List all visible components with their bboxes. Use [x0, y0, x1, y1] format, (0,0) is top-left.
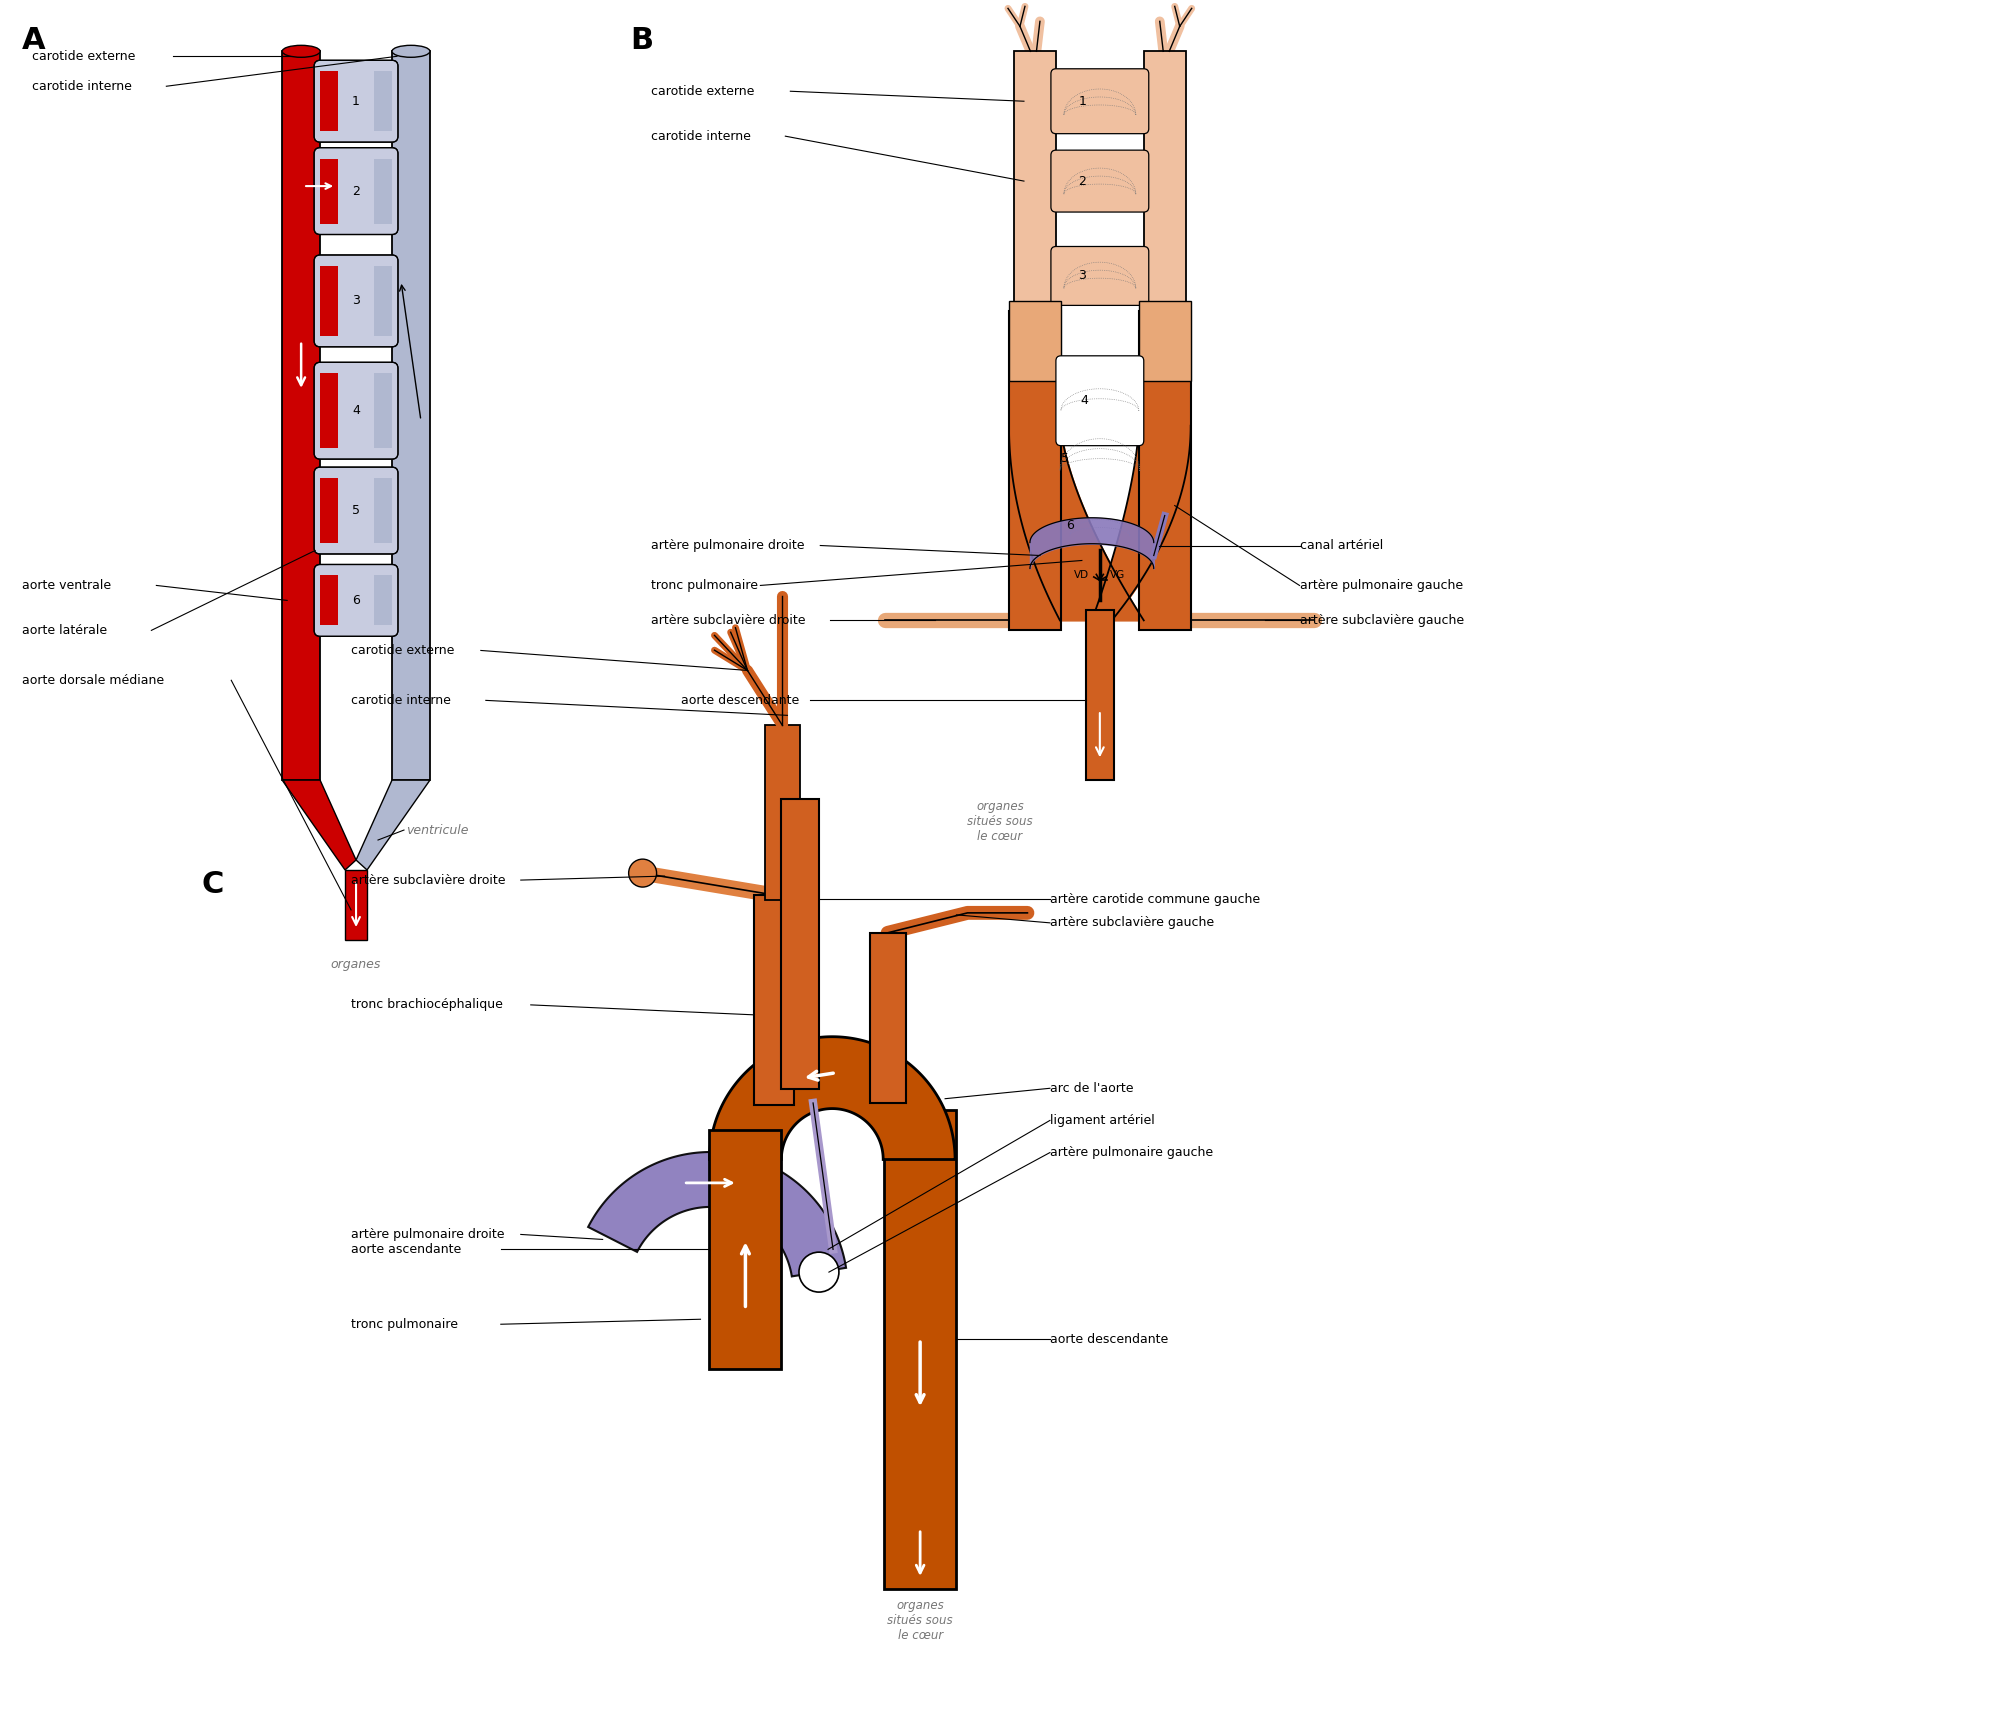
Bar: [782, 799, 820, 1089]
Text: 2: 2: [1078, 174, 1086, 188]
Text: artère subclavière droite: artère subclavière droite: [650, 614, 806, 628]
FancyBboxPatch shape: [1050, 150, 1148, 212]
FancyBboxPatch shape: [314, 147, 398, 234]
Text: 3: 3: [352, 294, 360, 308]
Circle shape: [798, 1252, 838, 1293]
FancyBboxPatch shape: [1050, 68, 1148, 133]
Bar: [320, 479, 338, 544]
Bar: [320, 159, 338, 224]
FancyBboxPatch shape: [314, 467, 398, 554]
Bar: [374, 373, 392, 448]
Polygon shape: [356, 780, 430, 870]
Bar: [710, 1130, 782, 1370]
Text: VG: VG: [1110, 571, 1126, 580]
Text: canal artériel: canal artériel: [1300, 539, 1382, 552]
Text: tronc brachiocéphalique: tronc brachiocéphalique: [352, 999, 502, 1011]
Bar: [374, 72, 392, 132]
Bar: [1014, 51, 1056, 361]
Bar: [320, 267, 338, 335]
Text: 6: 6: [1066, 520, 1074, 532]
Text: 4: 4: [352, 404, 360, 417]
Text: tronc pulmonaire: tronc pulmonaire: [650, 580, 758, 592]
Bar: [1138, 301, 1190, 381]
Bar: [884, 1110, 956, 1589]
Text: VD: VD: [1074, 571, 1090, 580]
FancyBboxPatch shape: [314, 255, 398, 347]
Text: 6: 6: [352, 593, 360, 607]
Text: carotide externe: carotide externe: [650, 86, 754, 97]
Bar: [320, 373, 338, 448]
FancyBboxPatch shape: [314, 564, 398, 636]
Bar: [282, 51, 320, 780]
Bar: [754, 894, 794, 1105]
Polygon shape: [282, 780, 356, 870]
Text: carotide interne: carotide interne: [650, 130, 750, 142]
Bar: [1008, 301, 1060, 381]
Text: 2: 2: [352, 185, 360, 198]
Text: aorte ascendante: aorte ascendante: [352, 1243, 462, 1255]
Text: B: B: [630, 26, 654, 55]
Bar: [764, 725, 800, 899]
Bar: [392, 51, 430, 780]
Text: aorte descendante: aorte descendante: [1050, 1332, 1168, 1346]
Text: carotide interne: carotide interne: [352, 694, 450, 706]
Text: carotide externe: carotide externe: [32, 50, 134, 63]
Text: artère pulmonaire gauche: artère pulmonaire gauche: [1050, 1146, 1214, 1159]
Text: organes: organes: [330, 958, 382, 971]
Bar: [374, 479, 392, 544]
Bar: [346, 870, 368, 940]
Polygon shape: [710, 1036, 956, 1159]
Bar: [1086, 610, 1114, 780]
Text: artère pulmonaire droite: artère pulmonaire droite: [352, 1228, 504, 1241]
Text: carotide externe: carotide externe: [352, 645, 454, 657]
Text: artère subclavière gauche: artère subclavière gauche: [1050, 917, 1214, 929]
Text: arc de l'aorte: arc de l'aorte: [1050, 1082, 1134, 1094]
Text: artère subclavière droite: artère subclavière droite: [352, 874, 506, 886]
FancyBboxPatch shape: [1056, 356, 1144, 446]
Text: 5: 5: [352, 504, 360, 516]
Text: aorte ventrale: aorte ventrale: [22, 580, 110, 592]
Bar: [320, 576, 338, 626]
Bar: [1008, 311, 1060, 631]
Text: organes
situés sous
le cœur: organes situés sous le cœur: [968, 800, 1032, 843]
Text: artère subclavière gauche: artère subclavière gauche: [1300, 614, 1464, 628]
Text: artère carotide commune gauche: artère carotide commune gauche: [1050, 893, 1260, 906]
Bar: [374, 267, 392, 335]
FancyBboxPatch shape: [314, 60, 398, 142]
Text: aorte dorsale médiane: aorte dorsale médiane: [22, 674, 164, 687]
Text: 1: 1: [352, 94, 360, 108]
Polygon shape: [588, 1153, 846, 1276]
Bar: [374, 159, 392, 224]
Circle shape: [628, 858, 656, 887]
Text: tronc pulmonaire: tronc pulmonaire: [352, 1318, 458, 1330]
Text: C: C: [202, 870, 224, 899]
Bar: [320, 72, 338, 132]
FancyBboxPatch shape: [1050, 246, 1148, 306]
Text: carotide interne: carotide interne: [32, 80, 132, 92]
Text: A: A: [22, 26, 46, 55]
Text: aorte latérale: aorte latérale: [22, 624, 106, 636]
Text: 1: 1: [1078, 94, 1086, 108]
Text: ventricule: ventricule: [406, 824, 468, 836]
Text: 3: 3: [1078, 270, 1086, 282]
Bar: [374, 576, 392, 626]
Text: 5: 5: [1060, 451, 1068, 465]
Text: aorte descendante: aorte descendante: [680, 694, 798, 706]
Ellipse shape: [392, 46, 430, 58]
Bar: [1144, 51, 1186, 361]
FancyBboxPatch shape: [314, 363, 398, 460]
Bar: [870, 934, 906, 1103]
Text: organes
situés sous
le cœur: organes situés sous le cœur: [888, 1599, 952, 1642]
Text: ligament artériel: ligament artériel: [1050, 1113, 1154, 1127]
Text: artère pulmonaire gauche: artère pulmonaire gauche: [1300, 580, 1462, 592]
Ellipse shape: [282, 46, 320, 58]
Text: artère pulmonaire droite: artère pulmonaire droite: [650, 539, 804, 552]
Bar: [1138, 311, 1190, 631]
Text: 4: 4: [1080, 395, 1088, 407]
